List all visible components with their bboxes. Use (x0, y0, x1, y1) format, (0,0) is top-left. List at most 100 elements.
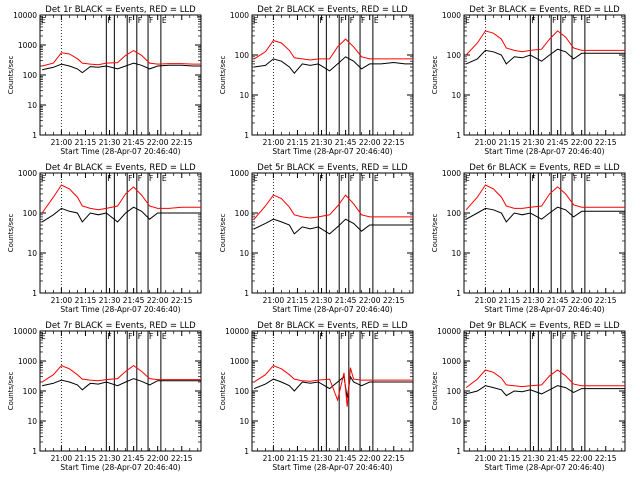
y-axis-label: Counts/sec (219, 56, 227, 95)
lld-series-line (253, 365, 413, 407)
x-axis-label: Start Time (28-Apr-07 20:46:40) (484, 147, 604, 156)
lld-series-line (465, 369, 625, 388)
y-tick-label: 1000 (18, 41, 37, 50)
y-tick-label: 10 (239, 417, 249, 426)
attenuator-flag-label: F (562, 16, 566, 25)
x-tick-label: 21:15 (287, 138, 309, 147)
x-tick-label: 21:45 (335, 296, 357, 305)
x-tick-label: 21:30 (99, 138, 121, 147)
y-tick-label: 100 (447, 51, 462, 60)
plot-frame (39, 330, 202, 452)
x-tick-label: 21:30 (523, 296, 545, 305)
x-tick-label: 21:45 (547, 454, 569, 463)
x-tick-label: 21:15 (75, 138, 97, 147)
y-tick-label: 1000 (230, 169, 249, 178)
attenuator-flag-label: E (162, 332, 167, 341)
y-tick-label: 1000 (442, 357, 461, 366)
events-series-line (41, 378, 201, 391)
y-tick-label: 1000 (230, 11, 249, 20)
events-series-line (465, 206, 625, 223)
x-tick-label: 21:00 (51, 138, 73, 147)
lld-series-line (253, 38, 413, 61)
x-tick-label: 21:15 (287, 454, 309, 463)
detector-panel: Det 4r BLACK = Events, RED = LLD 1 10 100 10… (7, 163, 202, 314)
attenuator-flag-label: F (361, 332, 365, 341)
x-tick-label: 22:15 (171, 454, 193, 463)
y-tick-label: 10000 (13, 11, 37, 20)
y-tick-label: 1000 (230, 357, 249, 366)
x-tick-label: 21:45 (335, 454, 357, 463)
events-series-line (465, 48, 625, 65)
attenuator-flag-label: F (149, 332, 153, 341)
detector-panel: Det 8r BLACK = Events, RED = LLD 1 10 100 10… (219, 321, 414, 472)
x-tick-label: 21:30 (311, 138, 333, 147)
attenuator-flag-label: E (41, 332, 46, 341)
x-tick-label: 21:45 (123, 138, 145, 147)
x-tick-label: 21:45 (335, 138, 357, 147)
y-tick-label: 10 (239, 91, 249, 100)
attenuator-flag-label: E (41, 16, 46, 25)
x-tick-label: 22:00 (359, 454, 381, 463)
events-series-line (41, 206, 201, 223)
attenuator-flag-label: F (573, 16, 577, 25)
attenuator-flag-label: F (149, 16, 153, 25)
attenuator-flag-label: E (253, 332, 258, 341)
y-tick-label: 1 (456, 447, 461, 456)
y-tick-label: 10 (27, 417, 37, 426)
x-tick-label: 21:45 (123, 454, 145, 463)
x-tick-label: 21:45 (123, 296, 145, 305)
y-tick-label: 10 (451, 417, 461, 426)
attenuator-flag-label: F (562, 174, 566, 183)
x-tick-label: 22:15 (595, 454, 617, 463)
attenuator-flag-label: E (41, 174, 46, 183)
attenuator-flag-label: E (465, 16, 470, 25)
x-tick-label: 21:30 (523, 454, 545, 463)
y-tick-label: 1 (244, 131, 249, 140)
attenuator-flag-label: F (573, 332, 577, 341)
attenuator-flag-label: E (374, 332, 379, 341)
attenuator-flag-label: F (350, 16, 354, 25)
x-tick-label: 21:00 (263, 454, 285, 463)
detector-panel: Det 9r BLACK = Events, RED = LLD 1 10 100 10… (431, 321, 626, 472)
attenuator-flag-label: E (253, 174, 258, 183)
attenuator-flag-label: F (319, 16, 323, 25)
lld-series-line (41, 50, 201, 67)
x-axis-label: Start Time (28-Apr-07 20:46:40) (60, 463, 180, 472)
x-axis-label: Start Time (28-Apr-07 20:46:40) (484, 463, 604, 472)
events-series-line (465, 385, 625, 397)
attenuator-flag-label: F (319, 332, 323, 341)
y-tick-label: 10 (451, 91, 461, 100)
x-tick-label: 21:00 (263, 138, 285, 147)
attenuator-flag-label: F (128, 16, 132, 25)
y-tick-label: 1000 (18, 169, 37, 178)
y-tick-label: 100 (23, 71, 38, 80)
detector-panel: Det 5r BLACK = Events, RED = LLD 1 10 100 10… (219, 163, 414, 314)
y-tick-label: 100 (235, 387, 250, 396)
attenuator-flag-label: F (361, 174, 365, 183)
attenuator-flag-label: F (128, 332, 132, 341)
y-axis-label: Counts/sec (219, 214, 227, 253)
y-tick-label: 10000 (13, 327, 37, 336)
y-tick-label: 1 (32, 289, 37, 298)
x-tick-label: 21:15 (499, 138, 521, 147)
plot-frame (39, 14, 202, 136)
plot-frame (251, 330, 414, 452)
x-axis-label: Start Time (28-Apr-07 20:46:40) (272, 305, 392, 314)
x-axis-label: Start Time (28-Apr-07 20:46:40) (272, 463, 392, 472)
y-tick-label: 10000 (225, 327, 249, 336)
panel-title: Det 9r BLACK = Events, RED = LLD (469, 321, 620, 331)
attenuator-flag-label: F (552, 16, 556, 25)
x-tick-label: 21:30 (311, 296, 333, 305)
plot-frame (463, 330, 626, 452)
y-tick-label: 1 (244, 447, 249, 456)
x-tick-label: 22:15 (595, 138, 617, 147)
x-tick-label: 21:15 (75, 296, 97, 305)
y-tick-label: 10 (451, 249, 461, 258)
x-axis-label: Start Time (28-Apr-07 20:46:40) (272, 147, 392, 156)
y-tick-label: 1000 (18, 357, 37, 366)
events-series-line (41, 62, 201, 74)
y-axis-label: Counts/sec (431, 214, 439, 253)
y-tick-label: 1 (32, 131, 37, 140)
y-axis-label: Counts/sec (7, 372, 15, 411)
